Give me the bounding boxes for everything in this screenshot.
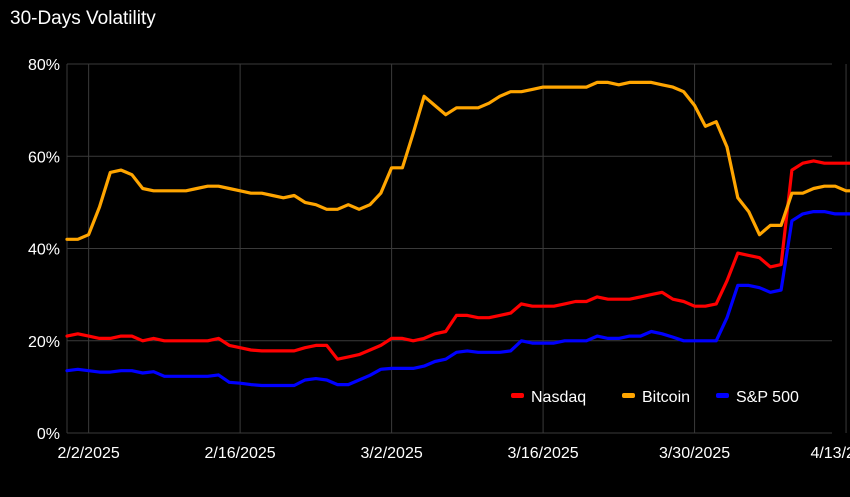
legend: Nasdaq Bitcoin S&P 500 bbox=[511, 389, 799, 406]
y-tick-label: 20% bbox=[28, 334, 60, 351]
series-lines bbox=[65, 80, 850, 388]
legend-swatch bbox=[511, 393, 524, 398]
axes: 0% 20% 40% 60% 80% 2/2/2025 2/16/2025 3/2/2025 3… bbox=[28, 57, 850, 462]
x-tick-label: 2/16/2025 bbox=[205, 445, 276, 462]
y-tick-label: 40% bbox=[28, 242, 60, 259]
series-line-s-p-500 bbox=[65, 210, 850, 388]
x-tick-label: 3/30/2025 bbox=[659, 445, 730, 462]
series-line-nasdaq bbox=[65, 159, 850, 361]
y-tick-label: 80% bbox=[28, 57, 60, 74]
x-tick-label: 3/2/2025 bbox=[360, 445, 422, 462]
y-tick-label: 60% bbox=[28, 149, 60, 166]
chart-title: 30-Days Volatility bbox=[10, 8, 156, 29]
legend-label: Nasdaq bbox=[531, 389, 586, 406]
legend-swatch bbox=[622, 393, 635, 398]
x-tick-label: 4/13/2025 bbox=[810, 445, 850, 462]
grid bbox=[66, 63, 847, 434]
legend-label: Bitcoin bbox=[642, 389, 690, 406]
series-line-bitcoin bbox=[65, 80, 850, 241]
legend-label: S&P 500 bbox=[736, 389, 799, 406]
legend-swatch bbox=[716, 393, 729, 398]
x-tick-label: 3/16/2025 bbox=[507, 445, 578, 462]
x-tick-label: 2/2/2025 bbox=[57, 445, 119, 462]
y-tick-label: 0% bbox=[37, 426, 60, 443]
